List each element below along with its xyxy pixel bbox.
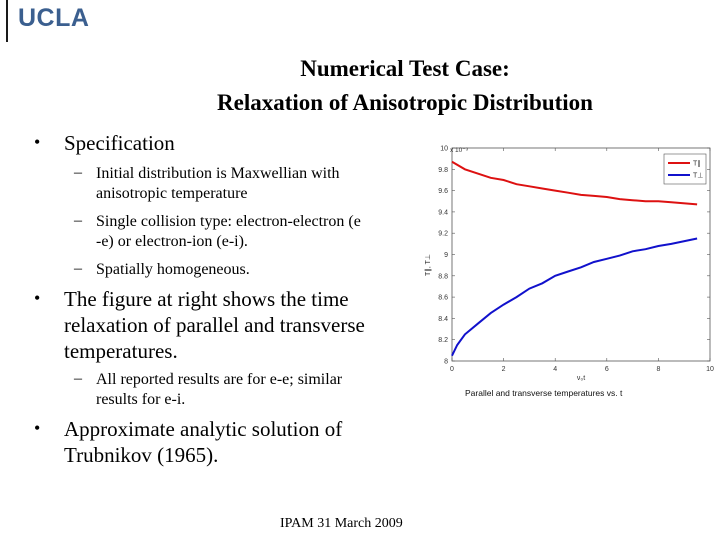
y-tick-label: 9.6 <box>438 188 448 195</box>
sub-reported-results-cont: results for e-i. <box>96 391 186 408</box>
chart-caption: Parallel and transverse temperatures vs.… <box>465 388 623 398</box>
bullet-analytic-line1: Approximate analytic solution of <box>64 417 343 441</box>
x-tick-label: 10 <box>706 366 714 373</box>
legend-label: T∥ <box>693 160 701 168</box>
y-tick-label: 9.8 <box>438 167 448 174</box>
sub-initial-distribution: Initial distribution is Maxwellian with <box>96 165 340 182</box>
y-tick-label: 8.4 <box>438 316 448 323</box>
x-axis-label: ν₀t <box>577 375 585 382</box>
bullet-analytic-line2: Trubnikov (1965). <box>64 443 219 467</box>
sub-reported-results: All reported results are for e-e; simila… <box>96 371 343 388</box>
bullet-dot: • <box>34 132 41 152</box>
sub-spatially-homogeneous: Spatially homogeneous. <box>96 261 250 278</box>
sub-dash: – <box>74 260 82 277</box>
logo-divider <box>6 0 8 42</box>
y-tick-label: 8.6 <box>438 295 448 302</box>
y-tick-label: 10 <box>440 146 448 153</box>
ucla-logo: UCLA <box>18 4 90 32</box>
bullet-specification: Specification <box>64 131 175 155</box>
x-tick-label: 0 <box>450 366 454 373</box>
bullet-figure-line1: The figure at right shows the time <box>64 287 349 311</box>
series-line-transverse <box>451 237 698 357</box>
legend-box <box>663 153 707 185</box>
bullet-dot: • <box>34 288 41 308</box>
y-tick-label: 8 <box>444 359 448 366</box>
slide-title-line1: Numerical Test Case: <box>300 56 510 81</box>
sub-dash: – <box>74 212 82 229</box>
bullet-dot: • <box>34 418 41 438</box>
y-axis-label: T∥, T⊥ <box>424 254 432 276</box>
sub-initial-distribution-cont: anisotropic temperature <box>96 185 248 202</box>
footer-date: IPAM 31 March 2009 <box>280 516 403 531</box>
y-tick-label: 8.8 <box>438 273 448 280</box>
y-tick-label: 9.2 <box>438 231 448 238</box>
sub-collision-type-cont: -e) or electron-ion (e-i). <box>96 233 248 250</box>
y-axis-multiplier: x 10⁻³ <box>450 147 469 154</box>
x-tick-label: 2 <box>502 366 506 373</box>
bullet-figure-line3: temperatures. <box>64 339 178 363</box>
x-tick-label: 6 <box>605 366 609 373</box>
bullet-figure-line2: relaxation of parallel and transverse <box>64 313 365 337</box>
y-tick-label: 9.4 <box>438 209 448 216</box>
x-tick-label: 4 <box>553 366 557 373</box>
sub-dash: – <box>74 370 82 387</box>
x-tick-label: 8 <box>656 366 660 373</box>
series-line-parallel <box>451 160 698 206</box>
y-tick-label: 9 <box>444 252 448 259</box>
legend-label: T⊥ <box>693 173 703 180</box>
slide-title-line2: Relaxation of Anisotropic Distribution <box>217 90 593 115</box>
sub-dash: – <box>74 164 82 181</box>
sub-collision-type: Single collision type: electron-electron… <box>96 213 361 230</box>
y-tick-label: 8.2 <box>438 337 448 344</box>
